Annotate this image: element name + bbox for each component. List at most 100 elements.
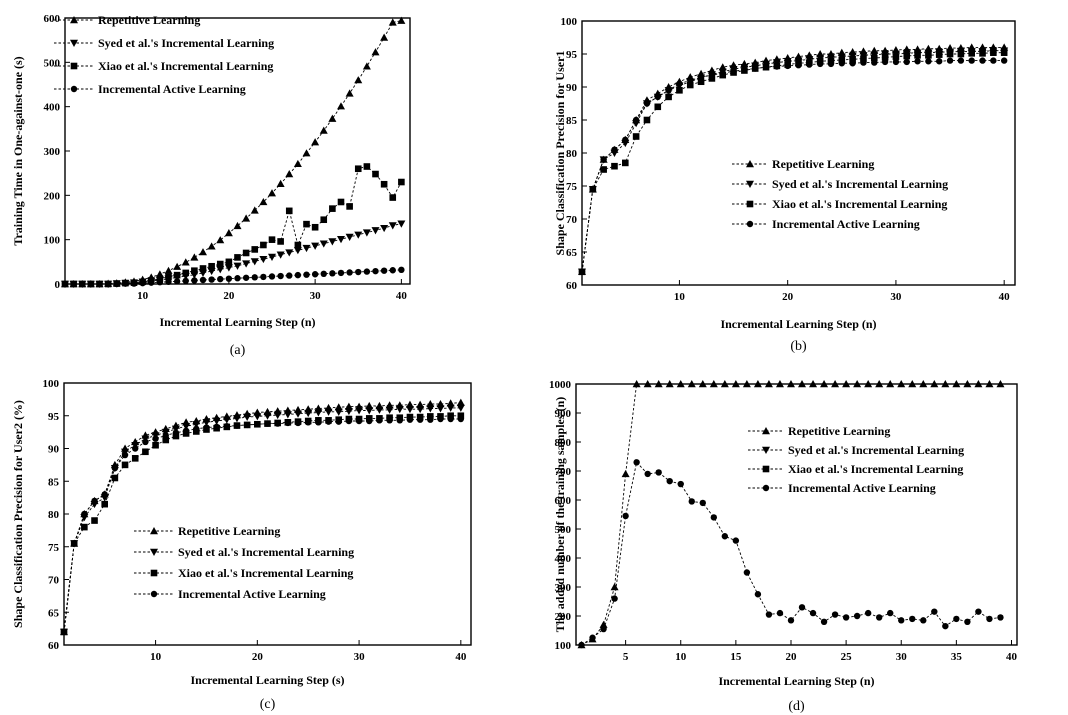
y-tick-label: 95 xyxy=(48,411,60,423)
data-point xyxy=(699,499,706,507)
legend-marker xyxy=(762,465,770,473)
series-line xyxy=(63,418,461,632)
y-tick-label: 600 xyxy=(555,495,572,507)
data-point xyxy=(892,53,900,60)
data-point xyxy=(925,52,932,59)
data-point xyxy=(294,419,302,427)
data-point xyxy=(132,445,139,452)
panel-b: 10 20 30 40 60 65 70 75 80 85 90 95 100 Incremental L… xyxy=(553,16,1016,354)
data-point xyxy=(182,277,189,285)
data-point xyxy=(81,510,88,518)
y-tick-label: 400 xyxy=(555,553,572,565)
data-point xyxy=(268,253,276,261)
data-point xyxy=(953,615,960,623)
data-point xyxy=(776,609,784,617)
data-point xyxy=(936,58,943,65)
y-axis-label: Training Time in One-against-one (s) xyxy=(11,56,25,245)
data-point xyxy=(676,380,685,388)
data-point xyxy=(666,477,673,485)
data-point xyxy=(997,614,1004,621)
data-point xyxy=(908,380,917,388)
data-point xyxy=(975,608,982,615)
panel-d: 5 10 15 20 25 30 35 40 100 200 300 400 500 600 700 800 9… xyxy=(549,379,1018,714)
data-point xyxy=(320,216,328,224)
data-point xyxy=(363,163,371,170)
legend: Repetitive Learning Syed et al.'s Increme… xyxy=(134,524,354,601)
data-point xyxy=(935,51,943,58)
data-point xyxy=(199,248,207,256)
data-point xyxy=(354,165,362,173)
data-point xyxy=(787,617,795,624)
data-point xyxy=(337,198,345,206)
data-point xyxy=(362,229,371,237)
x-tick-label: 30 xyxy=(310,290,322,302)
data-point xyxy=(104,280,112,288)
data-point xyxy=(380,267,388,274)
data-point xyxy=(305,419,312,426)
series-square xyxy=(61,163,405,288)
legend-label: Repetitive Learning xyxy=(788,424,890,438)
data-point xyxy=(831,380,840,388)
data-point xyxy=(259,255,268,264)
data-point xyxy=(233,221,242,230)
data-point xyxy=(156,275,164,282)
panel-caption: (a) xyxy=(230,343,246,358)
data-point xyxy=(968,57,975,64)
data-point xyxy=(397,16,406,24)
data-point xyxy=(79,280,86,288)
data-point xyxy=(870,54,878,62)
data-point xyxy=(329,270,336,277)
data-point xyxy=(687,380,696,388)
data-point xyxy=(199,276,207,284)
y-tick-label: 0 xyxy=(55,279,61,291)
data-point xyxy=(372,170,379,178)
data-point xyxy=(632,380,641,388)
data-point xyxy=(743,569,751,576)
data-point xyxy=(643,116,651,124)
data-point xyxy=(456,398,465,406)
data-point xyxy=(397,220,406,228)
data-point xyxy=(654,93,661,101)
data-point xyxy=(416,406,425,414)
data-point xyxy=(285,249,294,257)
data-point xyxy=(820,618,828,625)
data-point xyxy=(182,269,190,277)
data-point xyxy=(708,71,716,79)
data-point xyxy=(708,75,716,82)
legend-label: Syed et al.'s Incremental Learning xyxy=(98,36,274,50)
x-tick-label: 40 xyxy=(396,290,408,302)
data-point xyxy=(389,267,396,274)
series-line xyxy=(581,52,1005,272)
data-point xyxy=(842,614,850,621)
legend-marker xyxy=(70,16,78,24)
data-point xyxy=(208,276,215,283)
x-tick-label: 10 xyxy=(137,290,149,302)
data-point xyxy=(622,159,629,167)
data-point xyxy=(111,464,119,472)
data-point xyxy=(798,380,807,388)
data-point xyxy=(260,241,267,249)
data-point xyxy=(182,427,190,435)
y-tick-label: 95 xyxy=(566,49,578,61)
data-point xyxy=(686,81,694,89)
data-point xyxy=(398,178,405,186)
x-tick-label: 40 xyxy=(999,291,1011,303)
data-point xyxy=(665,380,674,388)
data-point xyxy=(363,268,371,275)
data-point xyxy=(881,54,889,61)
data-point xyxy=(957,57,965,64)
data-point xyxy=(600,156,607,163)
series-line xyxy=(63,407,461,632)
data-point xyxy=(732,537,740,544)
data-point xyxy=(276,179,285,188)
data-point xyxy=(303,220,310,228)
data-point xyxy=(216,236,225,244)
legend-marker xyxy=(746,180,754,188)
data-point xyxy=(655,469,662,476)
x-axis-label: Incremental Learning Step (n) xyxy=(720,317,876,331)
series-triangle-down xyxy=(60,404,465,636)
data-point xyxy=(345,233,354,242)
data-point xyxy=(621,469,630,478)
data-point xyxy=(697,73,705,81)
